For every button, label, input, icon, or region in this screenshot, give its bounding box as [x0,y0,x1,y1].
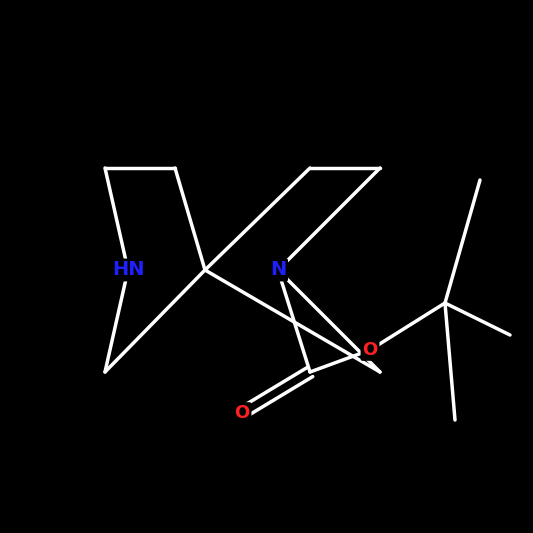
Text: HN: HN [112,261,144,279]
Text: N: N [270,261,286,279]
Text: O: O [362,341,377,359]
Text: O: O [235,404,249,422]
